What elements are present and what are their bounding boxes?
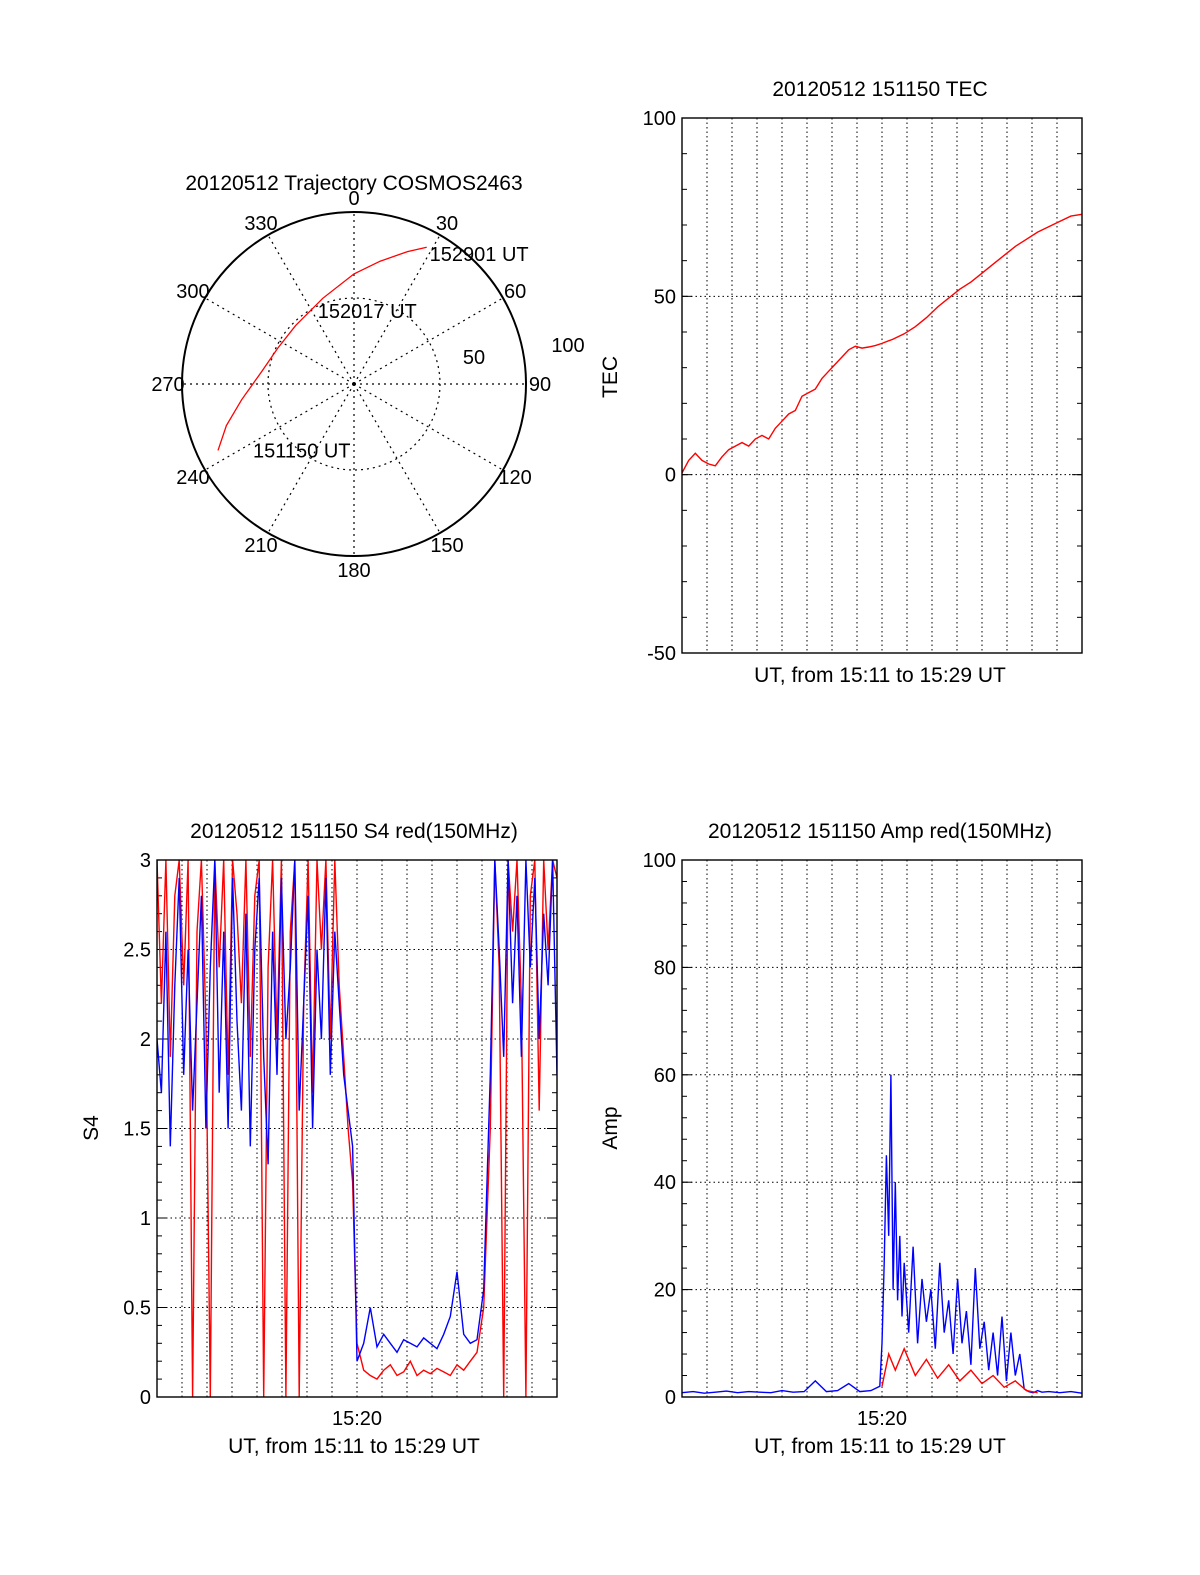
azimuth-label: 330 [244,213,277,235]
y-tick-label: 40 [654,1172,676,1194]
y-tick-label: 1 [140,1208,151,1230]
radial-label: 50 [463,347,485,369]
plot-frame [681,117,1083,654]
amp-plot-area: 0 20 40 60 80 100 15:20 [643,850,1083,1430]
tec-plot-area: -50 0 50 100 [643,108,1083,665]
y-tick-label: 1.5 [123,1119,151,1141]
s4-panel: 20120512 151150 S4 red(150MHz) S4 UT, fr… [80,820,558,1458]
polar-spoke [353,383,441,534]
tec-panel: 20120512 151150 TEC TEC UT, from 15:11 t… [599,78,1083,687]
series-line-1 [881,1346,1038,1394]
azimuth-label: 120 [498,467,531,489]
azimuth-label: 240 [176,467,209,489]
trajectory-annotation: 152017 UT [318,301,417,323]
polar-spoke [204,383,355,471]
tec-title: 20120512 151150 TEC [772,78,987,101]
y-tick-label: 0 [665,465,676,487]
trajectory-annotation: 151150 UT [253,441,350,463]
azimuth-label: 30 [436,213,458,235]
y-tick-label: 0 [140,1387,151,1409]
y-tick-label: -50 [647,643,676,665]
series-line-0 [682,1074,1082,1394]
x-tick-label: 15:20 [857,1408,907,1430]
y-tick-label: 20 [654,1280,676,1302]
y-tick-label: 50 [654,286,676,308]
azimuth-label: 150 [430,535,463,557]
trajectory-title: 20120512 Trajectory COSMOS2463 [185,172,522,195]
y-tick-label: 2.5 [123,940,151,962]
azimuth-label: 0 [348,188,359,210]
polar-spoke [353,383,504,471]
azimuth-label: 300 [176,281,209,303]
azimuth-label: 270 [151,374,184,396]
y-tick-label: 80 [654,957,676,979]
s4-ylabel: S4 [80,1115,103,1141]
azimuth-label: 180 [337,560,370,582]
polar-ring [181,211,527,557]
x-tick-label: 15:20 [332,1408,382,1430]
polar-grid [181,211,527,557]
tec-ylabel: TEC [599,356,622,398]
s4-title: 20120512 151150 S4 red(150MHz) [190,820,518,843]
tec-xlabel: UT, from 15:11 to 15:29 UT [754,664,1006,687]
azimuth-label: 90 [529,374,551,396]
y-tick-label: 60 [654,1065,676,1087]
amp-xlabel: UT, from 15:11 to 15:29 UT [754,1435,1006,1458]
s4-xlabel: UT, from 15:11 to 15:29 UT [228,1435,480,1458]
polar-series [217,246,427,451]
y-tick-label: 100 [643,108,676,130]
y-tick-label: 3 [140,850,151,872]
series-line-1 [157,860,557,1362]
amp-title: 20120512 151150 Amp red(150MHz) [708,820,1052,843]
y-tick-label: 100 [643,850,676,872]
azimuth-label: 210 [244,535,277,557]
amp-panel: 20120512 151150 Amp red(150MHz) Amp UT, … [599,820,1083,1458]
polar-spoke [267,383,355,534]
y-tick-label: 2 [140,1029,151,1051]
trajectory-annotation: 152901 UT [430,244,529,266]
azimuth-label: 60 [504,281,526,303]
radial-label: 100 [551,335,584,357]
trajectory-polar-panel: 20120512 Trajectory COSMOS2463 0 30 60 90 12… [151,172,584,582]
polar-spoke [353,297,504,385]
polar-spoke [353,234,441,385]
y-tick-label: 0 [665,1387,676,1409]
plot-frame [156,859,558,1398]
plot-frame [681,859,1083,1398]
polar-spoke [204,297,355,385]
s4-plot-area: 0 0.5 1 1.5 2 2.5 3 15:20 [123,850,558,1430]
series-line-0 [682,213,1082,474]
trajectory-line [217,246,427,451]
amp-ylabel: Amp [599,1106,622,1149]
y-tick-label: 0.5 [123,1298,151,1320]
polar-labels: 0 30 60 90 120 150 180 210 240 270 300 330 50 100 1529… [151,188,584,582]
